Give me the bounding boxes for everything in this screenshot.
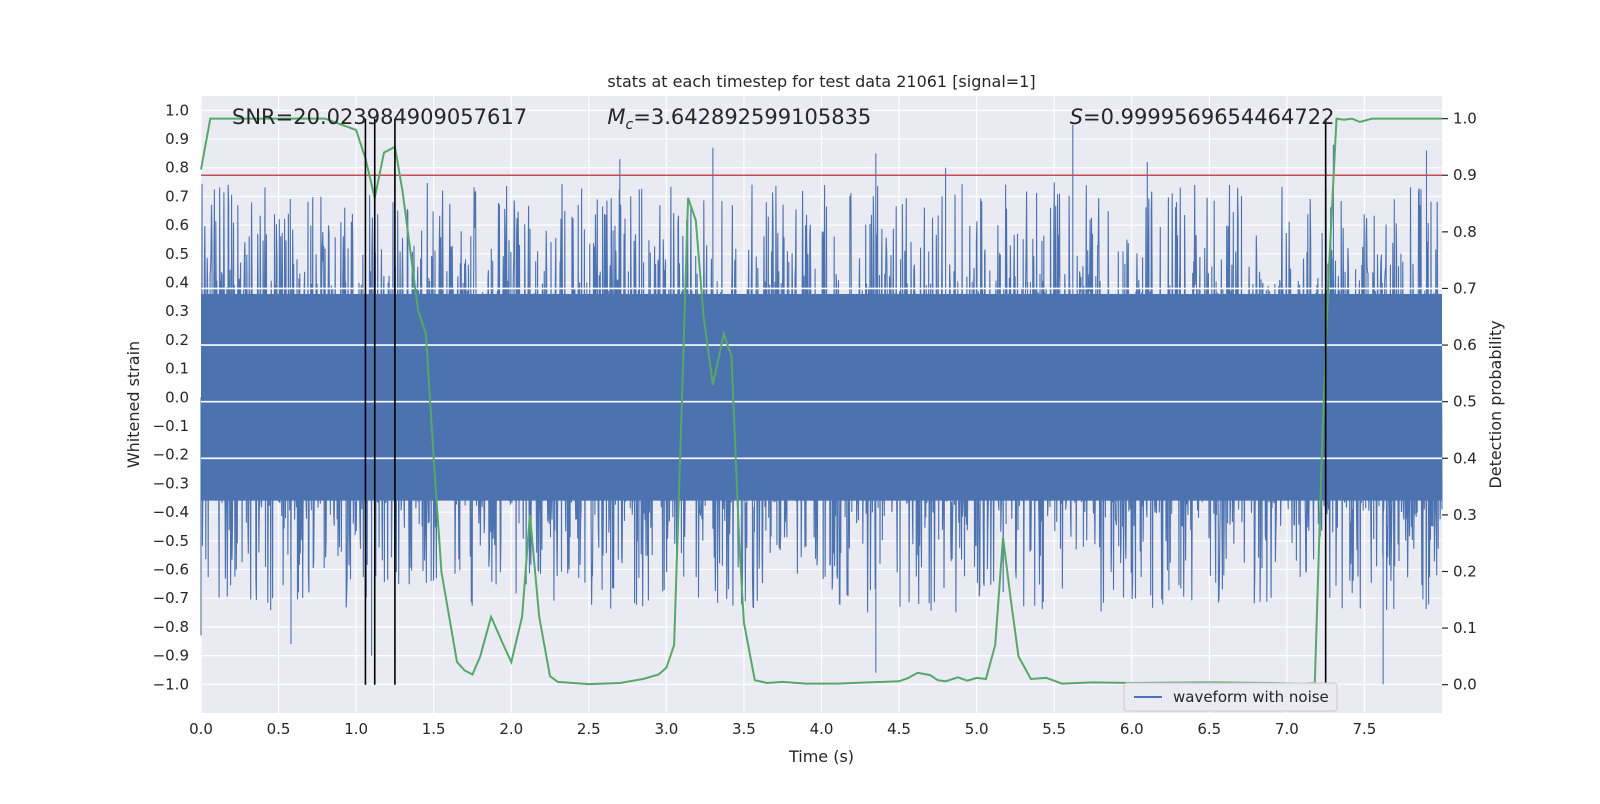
y-tick-label: 0.4 bbox=[165, 274, 189, 292]
y2-tick-label: 0.6 bbox=[1453, 336, 1477, 354]
x-tick-label: 0.5 bbox=[267, 720, 291, 738]
y-tick-label: 0.9 bbox=[165, 130, 189, 148]
y-axis-ticks: 1.0 0.9 0.8 0.7 0.6 0.5 0.4 0.3 0.2 0.1 0.0 −0.1 −0.… bbox=[153, 101, 189, 693]
y2-tick-label: 0.8 bbox=[1453, 223, 1477, 241]
x-tick-label: 5.0 bbox=[965, 720, 989, 738]
y2-axis-ticks: 1.0 0.9 0.8 0.7 0.6 0.5 0.4 0.3 0.2 0.1 0.0 bbox=[1442, 110, 1477, 694]
legend: waveform with noise bbox=[1123, 682, 1338, 712]
y-tick-label: 0.6 bbox=[165, 216, 189, 234]
y-axis-label: Whitened strain bbox=[124, 341, 143, 468]
y2-tick-label: 0.9 bbox=[1453, 166, 1477, 184]
y2-axis-label: Detection probability bbox=[1486, 320, 1505, 488]
y2-tick-label: 0.2 bbox=[1453, 562, 1477, 580]
x-axis-label: Time (s) bbox=[788, 747, 854, 766]
y-tick-label: −0.5 bbox=[153, 532, 189, 550]
y-tick-label: −0.7 bbox=[153, 589, 189, 607]
y-tick-label: −0.8 bbox=[153, 618, 189, 636]
y-tick-label: 0.3 bbox=[165, 302, 189, 320]
x-tick-label: 4.0 bbox=[810, 720, 834, 738]
y2-tick-label: 1.0 bbox=[1453, 110, 1477, 128]
x-tick-label: 5.5 bbox=[1042, 720, 1066, 738]
y-tick-label: 0.7 bbox=[165, 187, 189, 205]
mc-value: =3.642892599105835 bbox=[633, 105, 871, 129]
x-tick-label: 6.0 bbox=[1120, 720, 1144, 738]
y2-tick-label: 0.3 bbox=[1453, 506, 1477, 524]
y-tick-label: 0.0 bbox=[165, 388, 189, 406]
core-gridlines bbox=[201, 287, 1442, 460]
s-symbol: S bbox=[1070, 105, 1083, 129]
y-tick-label: −0.2 bbox=[153, 446, 189, 464]
vertical-markers bbox=[364, 118, 1327, 685]
y-tick-label: −0.4 bbox=[153, 503, 189, 521]
mc-symbol: M bbox=[607, 105, 625, 129]
chart-title: stats at each timestep for test data 210… bbox=[607, 72, 1035, 91]
x-tick-label: 7.5 bbox=[1353, 720, 1377, 738]
x-tick-label: 2.5 bbox=[577, 720, 601, 738]
y-tick-label: 0.2 bbox=[165, 331, 189, 349]
y2-tick-label: 0.5 bbox=[1453, 393, 1477, 411]
y2-tick-label: 0.0 bbox=[1453, 676, 1477, 694]
x-tick-label: 0.0 bbox=[189, 720, 213, 738]
x-tick-label: 2.0 bbox=[499, 720, 523, 738]
legend-entry-waveform: waveform with noise bbox=[1173, 688, 1329, 706]
y-tick-label: −0.3 bbox=[153, 474, 189, 492]
y-tick-label: −0.1 bbox=[153, 417, 189, 435]
x-tick-label: 1.5 bbox=[422, 720, 446, 738]
x-tick-label: 4.5 bbox=[887, 720, 911, 738]
y2-tick-label: 0.1 bbox=[1453, 619, 1477, 637]
waveform-core-band bbox=[201, 294, 1442, 501]
legend-box bbox=[1123, 682, 1338, 712]
y-tick-label: −1.0 bbox=[153, 675, 189, 693]
y-tick-label: 0.5 bbox=[165, 245, 189, 263]
x-tick-label: 3.5 bbox=[732, 720, 756, 738]
mc-subscript: c bbox=[626, 117, 634, 133]
y-tick-label: −0.6 bbox=[153, 561, 189, 579]
y-tick-label: 0.1 bbox=[165, 360, 189, 378]
score-annotation: S=0.9999569654464722 bbox=[1070, 105, 1335, 129]
y2-tick-label: 0.4 bbox=[1453, 449, 1477, 467]
chirp-mass-annotation: Mc=3.642892599105835 bbox=[607, 105, 871, 133]
y-tick-label: 0.8 bbox=[165, 159, 189, 177]
snr-annotation: SNR=20.023984909057617 bbox=[232, 105, 527, 129]
s-value: =0.9999569654464722 bbox=[1083, 105, 1334, 129]
x-tick-label: 3.0 bbox=[654, 720, 678, 738]
x-tick-label: 1.0 bbox=[344, 720, 368, 738]
detection-probability-series bbox=[200, 117, 1442, 686]
x-tick-label: 6.5 bbox=[1197, 720, 1221, 738]
y-tick-label: 1.0 bbox=[165, 101, 189, 119]
y2-tick-label: 0.7 bbox=[1453, 279, 1477, 297]
y-tick-label: −0.9 bbox=[153, 647, 189, 665]
x-axis-ticks: 0.0 0.5 1.0 1.5 2.0 2.5 3.0 3.5 4.0 4.5 5.0 5.5 6.0 6… bbox=[189, 720, 1376, 738]
x-tick-label: 7.0 bbox=[1275, 720, 1299, 738]
